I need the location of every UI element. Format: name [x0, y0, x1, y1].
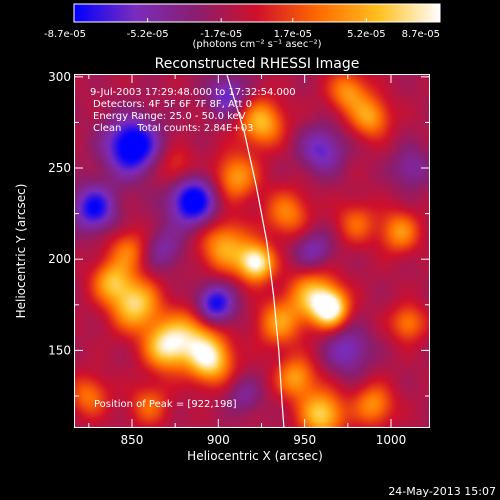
annotation-clean-counts: Clean Total counts: 2.84E+03 — [93, 123, 253, 134]
annotation-detectors: Detectors: 4F 5F 6F 7F 8F, Att 0 — [93, 99, 252, 110]
colorbar-tick-label: 1.7e-05 — [274, 29, 312, 40]
colorbar-tick-label: -1.7e-05 — [200, 29, 242, 40]
chart-title: Reconstructed RHESSI Image — [155, 56, 360, 72]
timestamp: 24-May-2013 15:07 — [388, 485, 496, 498]
x-tick-label: 1000 — [376, 433, 407, 447]
x-tick-label: 900 — [207, 433, 230, 447]
plot-area: 850 900 950 1000 150 200 250 300 9-Jul-2003 17:… — [48, 70, 430, 447]
axis-ticks: 850 900 950 1000 150 200 250 300 — [48, 70, 429, 447]
y-tick-label: 250 — [48, 161, 71, 175]
annotation-time-range: 9-Jul-2003 17:29:48.000 to 17:32:54.000 — [90, 87, 296, 98]
y-tick-label: 300 — [48, 70, 71, 84]
plot-frame — [74, 74, 430, 428]
x-axis-label: Heliocentric X (arcsec) — [187, 449, 323, 463]
colorbar-units: (photons cm⁻² s⁻¹ asec⁻²) — [192, 39, 321, 50]
colorbar-bar — [73, 3, 441, 23]
annotation-block: 9-Jul-2003 17:29:48.000 to 17:32:54.000 … — [90, 87, 296, 134]
y-tick-label: 200 — [48, 252, 71, 266]
peak-position-label: Position of Peak = [922,198] — [94, 399, 237, 410]
colorbar-tick-label: 5.2e-05 — [347, 29, 385, 40]
y-tick-label: 150 — [48, 343, 71, 357]
x-tick-label: 850 — [121, 433, 144, 447]
annotation-energy-range: Energy Range: 25.0 - 50.0 keV — [93, 111, 246, 122]
solar-limb-curve — [226, 74, 285, 427]
colorbar-tick-label: -8.7e-05 — [44, 29, 86, 40]
colorbar-ticks: -8.7e-05 -5.2e-05 -1.7e-05 1.7e-05 5.2e-05 8.… — [44, 18, 441, 40]
y-axis-label: Heliocentric Y (arcsec) — [14, 184, 28, 319]
colorbar: -8.7e-05 -5.2e-05 -1.7e-05 1.7e-05 5.2e-05 8.… — [44, 3, 441, 50]
colorbar-tick-label: 8.7e-05 — [402, 29, 440, 40]
heatmap-image — [75, 75, 429, 427]
colorbar-tick-label: -5.2e-05 — [127, 29, 169, 40]
x-tick-label: 950 — [293, 433, 316, 447]
